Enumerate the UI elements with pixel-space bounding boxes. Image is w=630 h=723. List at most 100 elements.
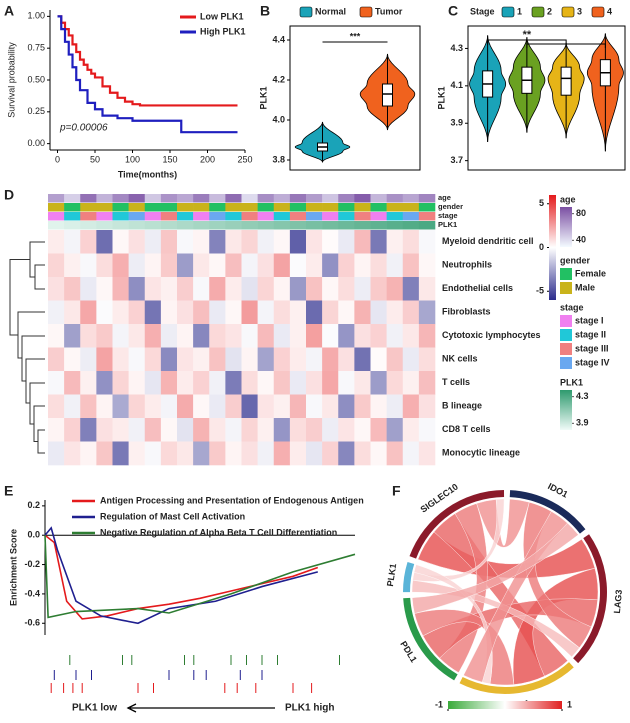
annotation-cell <box>241 212 258 221</box>
annotation-cell <box>306 221 323 230</box>
panel-letter: B <box>260 3 270 19</box>
heatmap-cell <box>225 418 242 442</box>
annotation-cell <box>273 194 291 203</box>
heatmap-cell <box>273 394 291 419</box>
heatmap-cell <box>354 347 371 372</box>
annotation-cell <box>306 194 323 203</box>
annotation-cell <box>306 203 323 212</box>
heatmap-cell <box>128 371 146 395</box>
heatmap-cell <box>209 230 226 254</box>
legend-label: Tumor <box>375 6 403 16</box>
legend-swatch <box>560 329 572 341</box>
heatmap-cell <box>338 230 355 254</box>
legend-gradient <box>560 207 572 247</box>
x-tick-label: 50 <box>90 154 100 164</box>
heatmap-cell <box>257 300 275 325</box>
annotation-cell <box>80 194 97 203</box>
heatmap-cell <box>306 347 323 372</box>
heatmap-cell <box>257 253 275 278</box>
heatmap-cell <box>322 230 339 254</box>
y-axis-label: Enrichment Score <box>8 529 18 606</box>
heatmap-cell <box>322 253 339 278</box>
heatmap-cell <box>80 441 97 466</box>
heatmap-cell <box>64 324 81 348</box>
heatmap-cell <box>402 418 420 442</box>
heatmap-cell <box>322 300 339 325</box>
heatmap-cell <box>370 394 387 419</box>
annotation: p=0.00006 <box>59 123 108 134</box>
heatmap-cell <box>354 300 371 325</box>
annotation-cell <box>64 203 81 212</box>
node-arc <box>409 490 505 559</box>
heatmap-cell <box>144 441 162 466</box>
heatmap-cell <box>338 277 355 301</box>
heatmap-cell <box>160 324 178 348</box>
y-tick-label: 4.0 <box>272 114 285 124</box>
heatmap-cell <box>209 300 226 325</box>
heatmap-cell <box>354 441 371 466</box>
y-tick-label: 3.8 <box>272 154 285 164</box>
heatmap-cell <box>338 300 355 325</box>
node-arc <box>459 662 574 694</box>
heatmap-cell <box>112 277 129 301</box>
heatmap-cell <box>289 371 307 395</box>
annotation-cell <box>160 194 178 203</box>
annotation-cell <box>48 212 65 221</box>
heatmap-cell <box>80 300 97 325</box>
annotation-cell <box>354 212 371 221</box>
axis-note: PLK1 high <box>285 703 334 714</box>
heatmap-cell <box>96 300 113 325</box>
y-tick-label: 3.9 <box>450 118 463 128</box>
box <box>382 83 393 107</box>
annotation-cell <box>225 203 242 212</box>
annotation-cell <box>209 221 226 230</box>
annotation: *** <box>350 31 361 41</box>
heatmap-cell <box>273 230 291 254</box>
colorbar-label: 5 <box>539 198 544 208</box>
annotation-cell <box>322 203 339 212</box>
annotation-cell <box>144 221 162 230</box>
plot-frame <box>467 25 626 171</box>
heatmap-cell <box>209 277 226 301</box>
dendrogram <box>9 241 45 454</box>
heatmap-cell <box>209 253 226 278</box>
y-tick-label: -0.4 <box>24 588 40 598</box>
heatmap-cell <box>209 347 226 372</box>
legend-tick-label: 40 <box>576 235 586 245</box>
row-label: Neutrophils <box>442 260 492 270</box>
heatmap-cell <box>241 300 258 325</box>
annotation-cell <box>177 212 194 221</box>
heatmap-cell <box>96 253 113 278</box>
heatmap-cell <box>306 371 323 395</box>
annotation-cell <box>177 203 194 212</box>
row-label: Myeloid dendritic cell <box>442 236 534 246</box>
heatmap-cell <box>370 418 387 442</box>
heatmap-cell <box>418 253 436 278</box>
x-tick-label: 100 <box>125 154 140 164</box>
heatmap-cell <box>289 324 307 348</box>
annotation-cell <box>273 212 291 221</box>
heatmap-cell <box>112 441 129 466</box>
node-arc <box>573 534 607 664</box>
heatmap-cell <box>354 418 371 442</box>
legend-title: Stage <box>470 6 495 16</box>
heatmap-cell <box>48 277 65 301</box>
heatmap-cell <box>386 300 404 325</box>
heatmap-cell <box>193 418 210 442</box>
y-axis-label: PLK1 <box>258 86 268 109</box>
annotation-cell <box>209 212 226 221</box>
heatmap-cell <box>354 277 371 301</box>
heatmap-cell <box>225 347 242 372</box>
annotation-cell <box>177 194 194 203</box>
annotation-cell <box>370 194 387 203</box>
heatmap-cell <box>64 253 81 278</box>
legend-label: stage II <box>575 329 606 339</box>
heatmap-cell <box>96 371 113 395</box>
annotation-cell <box>322 194 339 203</box>
heatmap-cell <box>48 253 65 278</box>
heatmap-cell <box>112 324 129 348</box>
annotation-cell <box>144 203 162 212</box>
legend-label: 2 <box>547 6 552 16</box>
heatmap-cell <box>64 441 81 466</box>
annotation-cell <box>112 203 129 212</box>
